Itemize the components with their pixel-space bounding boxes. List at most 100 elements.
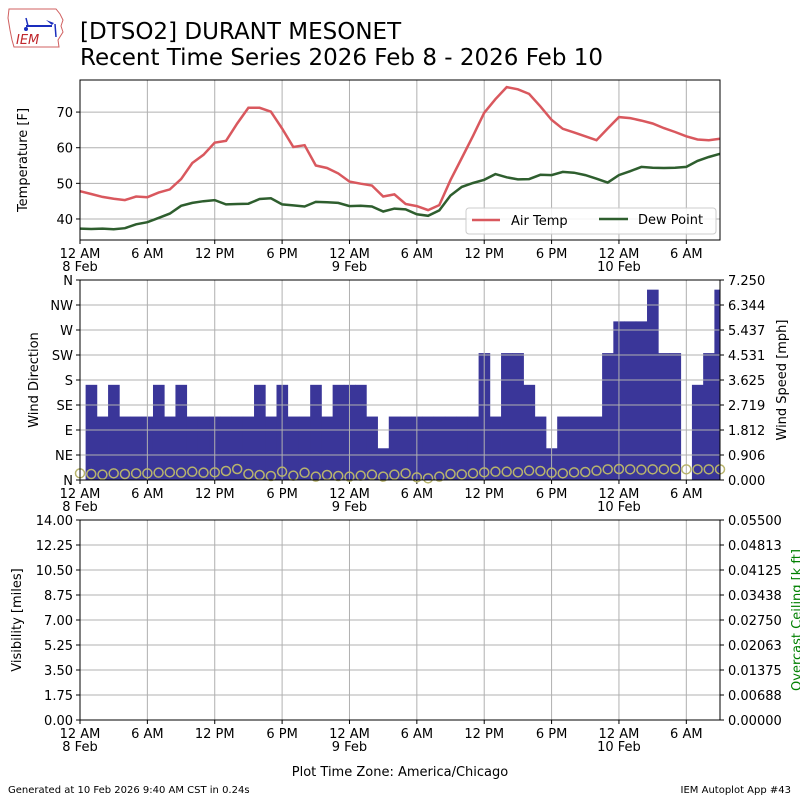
wind-direction-marker xyxy=(478,467,490,478)
wind-direction-marker xyxy=(681,464,692,475)
wind-speed-bar xyxy=(489,416,502,480)
ceiling-tick-label: 0.00000 xyxy=(728,714,782,729)
wind-speed-bar xyxy=(624,321,637,480)
wind-direction-tick-label: N xyxy=(63,274,73,289)
wind-direction-marker xyxy=(366,469,378,480)
x-tick-label: 12 AM xyxy=(599,247,640,262)
wind-speed-bar xyxy=(433,416,446,480)
wind-speed-bar xyxy=(512,353,524,480)
axes-frame xyxy=(79,279,721,481)
wind-speed-bar xyxy=(557,416,569,480)
wind-direction-marker xyxy=(523,465,535,476)
wind-direction-tick-label: SE xyxy=(57,399,73,414)
wind-direction-marker xyxy=(535,465,546,477)
x-tick-label: 12 AM xyxy=(60,727,101,742)
x-tick-label: 6 AM xyxy=(670,487,703,502)
x-tick-label: 6 AM xyxy=(131,247,164,262)
air-temp-line xyxy=(79,85,721,212)
wind-direction-marker xyxy=(310,471,322,482)
visibility-tick-label: 8.75 xyxy=(44,589,73,604)
wind-direction-marker xyxy=(187,466,198,477)
visibility-tick-label: 1.75 xyxy=(44,689,73,704)
wind-speed-bar xyxy=(231,416,244,480)
wind-direction-marker xyxy=(692,464,703,475)
x-tick-label: 6 AM xyxy=(401,247,434,262)
wind-speed-bar xyxy=(175,384,188,480)
wind-speed-bar xyxy=(186,416,199,480)
wind-direction-marker xyxy=(108,468,119,479)
wind-speed-bar xyxy=(287,416,300,480)
wind-speed-bar xyxy=(635,321,648,480)
y-tick-label: 70 xyxy=(56,106,73,121)
wind-speed-axis-label: Wind Speed [mph] xyxy=(775,320,790,441)
x-tick-label: 6 AM xyxy=(670,727,703,742)
wind-speed-bar xyxy=(400,416,412,480)
wind-direction-marker xyxy=(97,469,108,480)
wind-speed-bar xyxy=(355,384,367,480)
x-tick-date-label: 9 Feb xyxy=(332,500,367,515)
wind-speed-bar xyxy=(456,416,468,480)
wind-direction-marker xyxy=(456,469,468,480)
wind-speed-bar xyxy=(467,416,479,480)
wind-direction-marker xyxy=(164,467,176,478)
visibility-axis-label: Visibility [miles] xyxy=(10,568,25,671)
wind-direction-marker xyxy=(276,466,288,477)
wind-direction-marker xyxy=(142,468,153,479)
y-tick-label: 50 xyxy=(56,177,73,192)
wind-speed-tick-label: 3.625 xyxy=(728,374,765,389)
wind-speed-bar xyxy=(377,448,390,480)
wind-direction-marker xyxy=(467,468,479,479)
wind-speed-bar xyxy=(130,416,143,480)
x-tick-label: 12 PM xyxy=(195,487,235,502)
wind-speed-bar xyxy=(366,416,378,480)
wind-speed-bar xyxy=(220,416,232,480)
legend: Air Temp Dew Point xyxy=(465,207,717,235)
wind-direction-marker xyxy=(153,467,164,478)
wind-speed-bar xyxy=(119,416,131,480)
wind-direction-marker xyxy=(209,467,220,478)
x-tick-label: 12 PM xyxy=(195,247,235,262)
wind-speed-bar xyxy=(321,416,334,480)
wind-direction-tick-label: S xyxy=(65,374,73,389)
wind-speed-tick-label: 1.812 xyxy=(728,424,765,439)
wind-direction-marker xyxy=(445,468,456,480)
wind-speed-bar xyxy=(669,353,682,480)
ceiling-tick-label: 0.00688 xyxy=(728,689,782,704)
wind-direction-marker xyxy=(658,464,670,475)
x-tick-label: 6 AM xyxy=(401,487,434,502)
wind-speed-bar xyxy=(422,416,435,480)
wind-direction-marker xyxy=(580,466,591,478)
wind-speed-tick-label: 4.531 xyxy=(728,349,765,364)
wind-speed-tick-label: 5.437 xyxy=(728,324,765,339)
wind-speed-bar xyxy=(590,416,603,480)
x-tick-label: 6 PM xyxy=(266,247,297,262)
wind-direction-marker xyxy=(389,469,400,480)
wind-direction-marker xyxy=(243,468,254,480)
wind-direction-tick-label: NE xyxy=(55,449,73,464)
x-tick-label: 6 PM xyxy=(266,487,297,502)
wind-speed-bar xyxy=(298,416,311,480)
wind-speed-bar xyxy=(85,384,98,480)
visibility-tick-label: 0.00 xyxy=(44,714,73,729)
wind-speed-bar xyxy=(691,384,704,480)
ceiling-tick-label: 0.02750 xyxy=(728,614,782,629)
x-tick-label: 6 PM xyxy=(536,487,567,502)
x-tick-label: 12 AM xyxy=(599,727,640,742)
wind-speed-bar xyxy=(108,384,120,480)
chart-title-range: Recent Time Series 2026 Feb 8 - 2026 Feb… xyxy=(80,45,604,71)
wind-direction-marker xyxy=(198,467,209,478)
x-tick-date-label: 8 Feb xyxy=(62,500,97,515)
x-tick-label: 12 AM xyxy=(329,487,370,502)
wind-direction-marker xyxy=(636,464,647,475)
wind-speed-bar xyxy=(579,416,592,480)
wind-speed-tick-label: 7.250 xyxy=(728,274,765,289)
x-tick-date-label: 8 Feb xyxy=(62,740,97,755)
wind-direction-marker xyxy=(512,467,524,478)
wind-speed-bar xyxy=(152,384,165,480)
x-tick-label: 12 AM xyxy=(599,487,640,502)
x-tick-label: 12 AM xyxy=(60,487,101,502)
x-tick-date-label: 9 Feb xyxy=(332,260,367,275)
wind-direction-marker xyxy=(377,471,389,482)
visibility-tick-label: 3.50 xyxy=(44,664,73,679)
